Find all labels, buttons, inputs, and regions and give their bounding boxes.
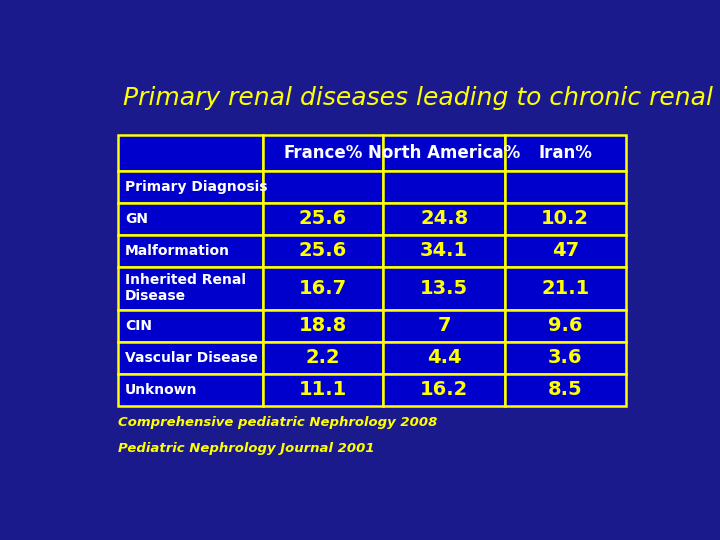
Bar <box>118 374 263 406</box>
Bar <box>505 310 626 342</box>
Bar <box>263 202 384 235</box>
Bar <box>263 374 384 406</box>
Bar <box>118 235 263 267</box>
Text: 10.2: 10.2 <box>541 209 589 228</box>
Bar <box>384 374 505 406</box>
Text: Pediatric Nephrology Journal 2001: Pediatric Nephrology Journal 2001 <box>118 442 374 455</box>
Text: 7: 7 <box>437 316 451 335</box>
Text: 8.5: 8.5 <box>548 380 582 399</box>
Bar <box>263 310 384 342</box>
Text: Primary Diagnosis: Primary Diagnosis <box>125 180 268 194</box>
Text: France%: France% <box>284 144 363 162</box>
Bar <box>505 374 626 406</box>
Bar <box>384 136 505 171</box>
Text: Malformation: Malformation <box>125 244 230 258</box>
Bar <box>384 202 505 235</box>
Text: 34.1: 34.1 <box>420 241 468 260</box>
Text: CIN: CIN <box>125 319 152 333</box>
Bar <box>384 342 505 374</box>
Bar <box>263 171 384 202</box>
Text: 9.6: 9.6 <box>548 316 582 335</box>
Text: 2.2: 2.2 <box>306 348 341 367</box>
Bar <box>505 136 626 171</box>
Bar <box>505 267 626 310</box>
Bar <box>118 202 263 235</box>
Text: 4.4: 4.4 <box>427 348 462 367</box>
Text: 16.2: 16.2 <box>420 380 468 399</box>
Text: North America%: North America% <box>368 144 521 162</box>
Bar <box>263 235 384 267</box>
Text: 18.8: 18.8 <box>299 316 347 335</box>
Text: Comprehensive pediatric Nephrology 2008: Comprehensive pediatric Nephrology 2008 <box>118 416 437 429</box>
Text: 24.8: 24.8 <box>420 209 468 228</box>
Text: 25.6: 25.6 <box>299 209 347 228</box>
Bar <box>263 267 384 310</box>
Text: 25.6: 25.6 <box>299 241 347 260</box>
Bar <box>118 171 263 202</box>
Bar <box>505 342 626 374</box>
Bar <box>118 136 263 171</box>
Text: Iran%: Iran% <box>539 144 592 162</box>
Text: 21.1: 21.1 <box>541 279 590 298</box>
Text: Unknown: Unknown <box>125 383 198 397</box>
Bar <box>263 342 384 374</box>
Text: 13.5: 13.5 <box>420 279 468 298</box>
Text: 3.6: 3.6 <box>548 348 582 367</box>
Bar <box>505 235 626 267</box>
Text: 47: 47 <box>552 241 579 260</box>
Text: 11.1: 11.1 <box>299 380 347 399</box>
Text: 16.7: 16.7 <box>299 279 347 298</box>
Bar <box>505 171 626 202</box>
Text: GN: GN <box>125 212 148 226</box>
Bar <box>384 235 505 267</box>
Bar <box>384 267 505 310</box>
Bar <box>263 136 384 171</box>
Bar <box>505 202 626 235</box>
Text: Inherited Renal
Disease: Inherited Renal Disease <box>125 273 246 303</box>
Text: Primary renal diseases leading to chronic renal failure: Primary renal diseases leading to chroni… <box>124 85 720 110</box>
Bar <box>118 267 263 310</box>
Bar <box>384 310 505 342</box>
Text: Vascular Disease: Vascular Disease <box>125 351 258 365</box>
Bar <box>384 171 505 202</box>
Bar <box>118 310 263 342</box>
Bar <box>118 342 263 374</box>
